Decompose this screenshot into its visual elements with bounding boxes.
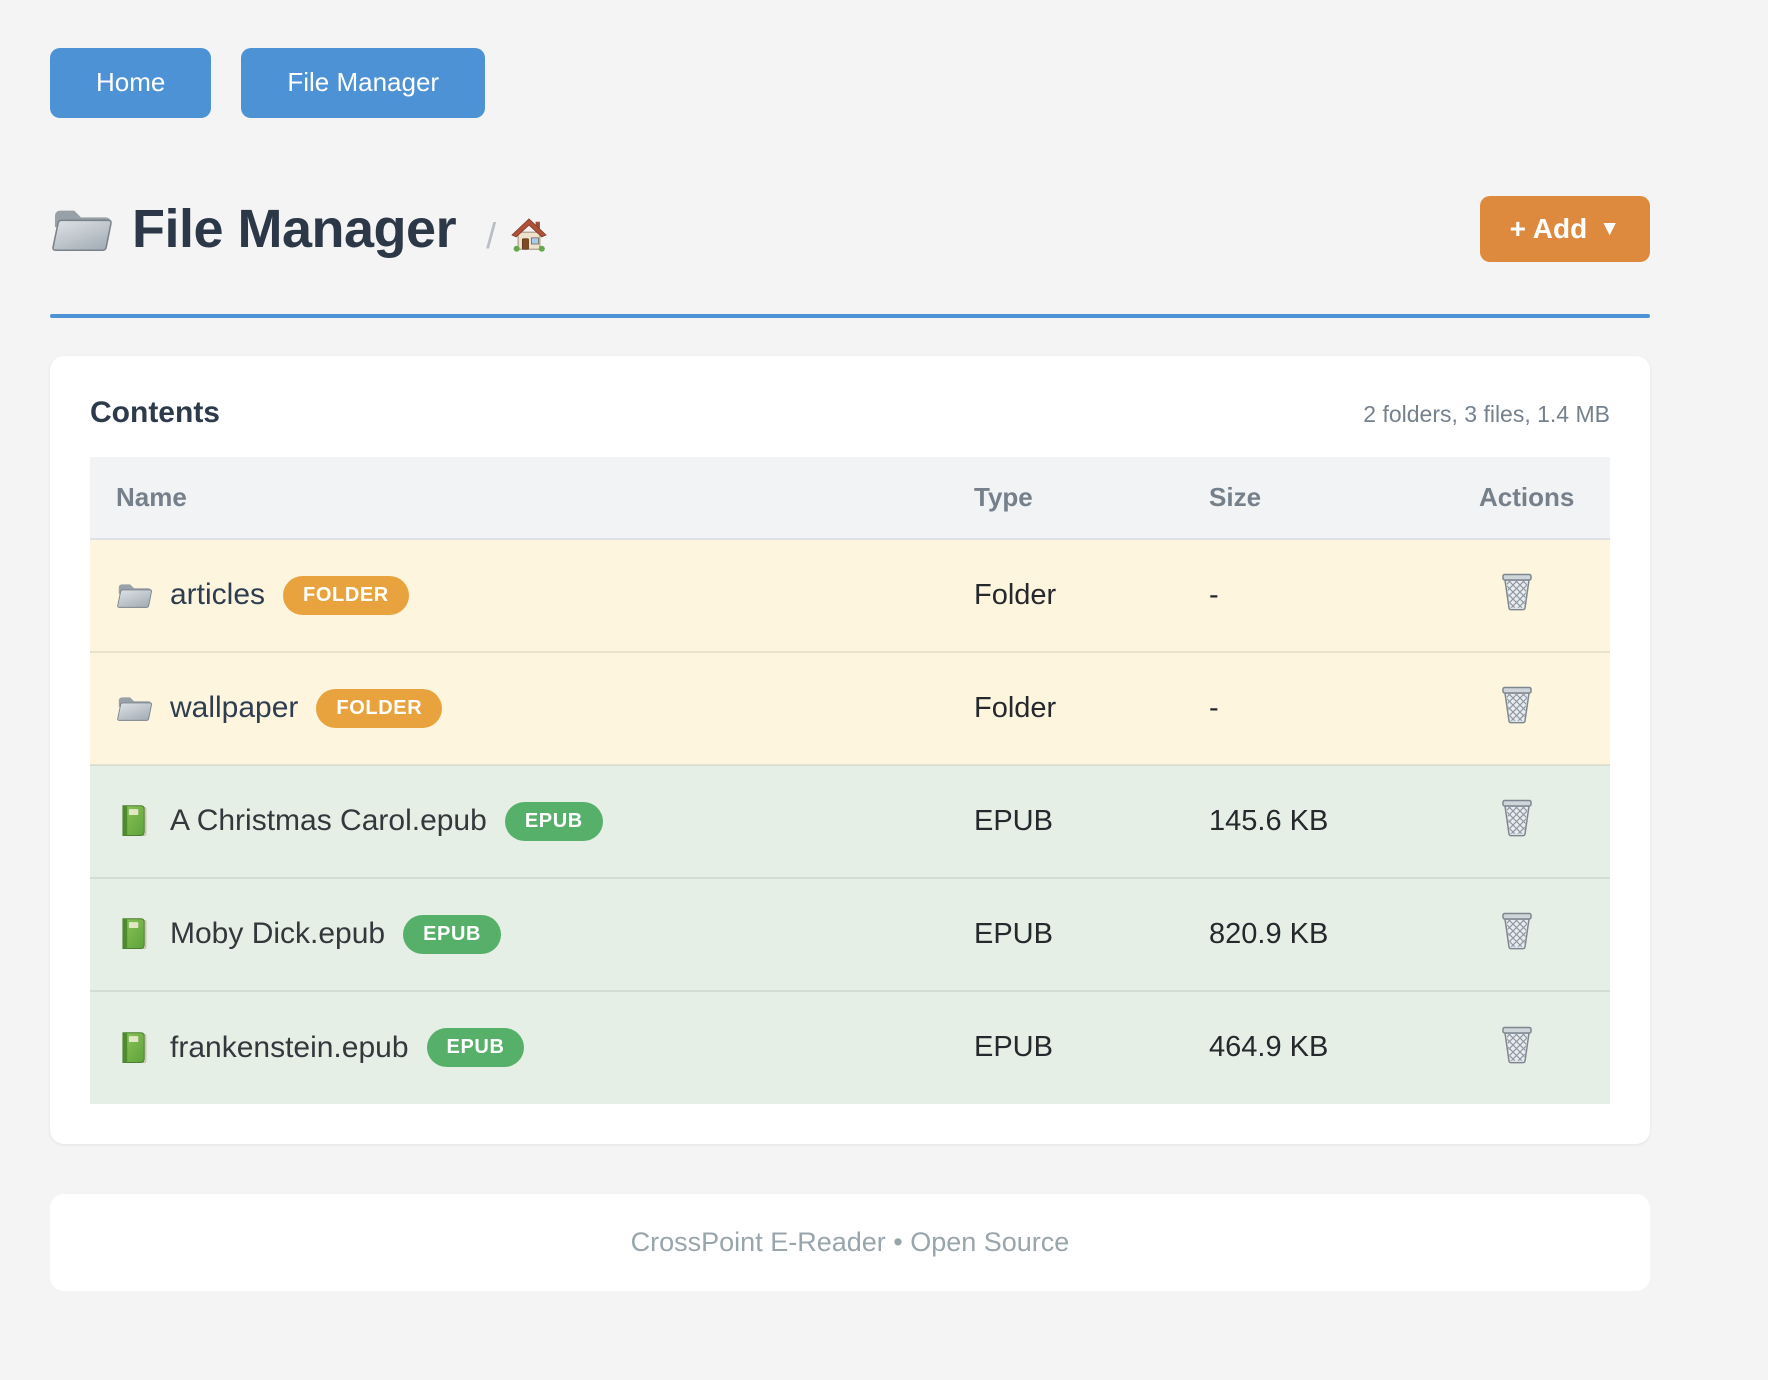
type-cell: Folder — [974, 691, 1057, 724]
file-name-link[interactable]: A Christmas Carol.epub — [170, 804, 487, 838]
trash-icon — [1499, 712, 1535, 727]
delete-button[interactable] — [1499, 1024, 1535, 1064]
header-divider — [50, 313, 1650, 318]
file-manager-button[interactable]: File Manager — [241, 48, 486, 118]
file-table: Name Type Size Actions articles FOLDER Fol… — [90, 456, 1610, 1104]
type-badge: EPUB — [426, 1028, 525, 1068]
trash-icon — [1499, 1052, 1535, 1067]
page-title: File Manager — [132, 198, 457, 259]
column-header-name: Name — [90, 456, 950, 540]
delete-button[interactable] — [1499, 797, 1535, 837]
type-cell: EPUB — [974, 1031, 1053, 1064]
type-badge: EPUB — [403, 914, 502, 954]
folder-icon — [50, 202, 112, 256]
size-cell: 820.9 KB — [1209, 917, 1329, 950]
table-row: frankenstein.epub EPUB EPUB 464.9 KB — [90, 990, 1610, 1104]
add-button-label: + Add — [1509, 212, 1588, 244]
name-cell: A Christmas Carol.epub EPUB — [90, 765, 950, 878]
name-cell: wallpaper FOLDER — [90, 652, 950, 765]
actions-cell — [1455, 539, 1610, 652]
page: Home File Manager File Manager / + Add ▼… — [50, 0, 1650, 1291]
contents-card: Contents 2 folders, 3 files, 1.4 MB Name… — [50, 355, 1650, 1144]
column-header-type: Type — [950, 456, 1185, 540]
trash-icon — [1499, 938, 1535, 953]
table-row: Moby Dick.epub EPUB EPUB 820.9 KB — [90, 877, 1610, 991]
file-name-link[interactable]: wallpaper — [170, 691, 299, 725]
column-header-actions: Actions — [1455, 456, 1610, 540]
name-cell: Moby Dick.epub EPUB — [90, 878, 950, 991]
size-cell: 145.6 KB — [1209, 804, 1329, 837]
contents-header: Contents 2 folders, 3 files, 1.4 MB — [90, 396, 1610, 430]
delete-button[interactable] — [1499, 910, 1535, 950]
type-badge: FOLDER — [316, 688, 443, 728]
chevron-down-icon: ▼ — [1599, 216, 1620, 240]
add-button[interactable]: + Add ▼ — [1479, 195, 1650, 262]
book-icon — [116, 917, 152, 951]
delete-button[interactable] — [1499, 571, 1535, 611]
book-icon — [116, 1031, 152, 1065]
page-header: File Manager / + Add ▼ — [50, 195, 1650, 262]
home-button[interactable]: Home — [50, 48, 212, 118]
folder-icon — [116, 578, 152, 612]
top-nav: Home File Manager — [50, 48, 1650, 118]
table-row: articles FOLDER Folder - — [90, 538, 1610, 652]
name-cell: frankenstein.epub EPUB — [90, 991, 950, 1104]
folder-icon — [116, 691, 152, 725]
actions-cell — [1455, 652, 1610, 765]
contents-summary: 2 folders, 3 files, 1.4 MB — [1363, 400, 1610, 427]
trash-icon — [1499, 825, 1535, 840]
actions-cell — [1455, 765, 1610, 878]
delete-button[interactable] — [1499, 684, 1535, 724]
table-row: A Christmas Carol.epub EPUB EPUB 145.6 KB — [90, 764, 1610, 878]
type-badge: FOLDER — [283, 575, 409, 615]
table-header-row: Name Type Size Actions — [90, 456, 1610, 540]
type-cell: EPUB — [974, 917, 1053, 950]
breadcrumb-separator: / — [486, 214, 497, 256]
file-name-link[interactable]: frankenstein.epub — [170, 1030, 409, 1064]
contents-heading: Contents — [90, 395, 220, 429]
name-cell: articles FOLDER — [90, 539, 950, 652]
type-cell: EPUB — [974, 804, 1053, 837]
trash-icon — [1499, 599, 1535, 614]
home-icon[interactable] — [510, 217, 548, 253]
size-cell: 464.9 KB — [1209, 1031, 1329, 1064]
size-cell: - — [1209, 691, 1219, 724]
footer: CrossPoint E-Reader • Open Source — [50, 1193, 1650, 1291]
column-header-size: Size — [1185, 456, 1455, 540]
actions-cell — [1455, 991, 1610, 1104]
footer-text: CrossPoint E-Reader • Open Source — [630, 1226, 1070, 1257]
actions-cell — [1455, 878, 1610, 991]
file-name-link[interactable]: Moby Dick.epub — [170, 917, 386, 951]
file-name-link[interactable]: articles — [170, 578, 266, 612]
table-row: wallpaper FOLDER Folder - — [90, 651, 1610, 765]
size-cell: - — [1209, 578, 1219, 611]
type-badge: EPUB — [504, 801, 603, 841]
type-cell: Folder — [974, 578, 1057, 611]
book-icon — [116, 804, 152, 838]
